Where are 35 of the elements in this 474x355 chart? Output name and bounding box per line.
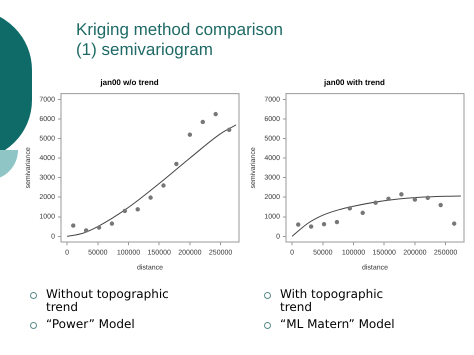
- line-series: [292, 196, 462, 237]
- text: With topographic trend: [262, 287, 397, 314]
- point: [96, 225, 102, 230]
- point: [188, 132, 192, 137]
- chart-title: jan00 with trend: [323, 78, 386, 88]
- point: [452, 221, 456, 226]
- point: [334, 220, 340, 224]
- point: [71, 223, 76, 228]
- text: “ML Matern” Model: [262, 317, 397, 331]
- point: [174, 162, 179, 166]
- point: [148, 195, 153, 200]
- point: [360, 210, 365, 216]
- text: Without topographic trend: [28, 287, 178, 314]
- point: [322, 222, 326, 226]
- point: [226, 128, 232, 132]
- point: [373, 200, 378, 205]
- point: [200, 120, 205, 124]
- point: [412, 197, 418, 202]
- point: [161, 183, 166, 188]
- line-series: [66, 124, 236, 237]
- point: [84, 228, 88, 233]
- point: [110, 221, 114, 226]
- point: [308, 224, 314, 229]
- point: [438, 202, 443, 208]
- point: [348, 206, 352, 211]
- point: [122, 208, 128, 214]
- point: [136, 207, 140, 212]
- text: “Power” Model: [28, 317, 178, 331]
- point: [213, 112, 218, 116]
- point: [296, 222, 300, 227]
- point: [399, 192, 404, 196]
- chart-title: jan00 w/o trend: [99, 78, 159, 88]
- chart-subtitle: Kriging method comparison (1) semivariogram: [76, 20, 283, 60]
- point: [386, 196, 391, 201]
- point: [426, 196, 430, 200]
